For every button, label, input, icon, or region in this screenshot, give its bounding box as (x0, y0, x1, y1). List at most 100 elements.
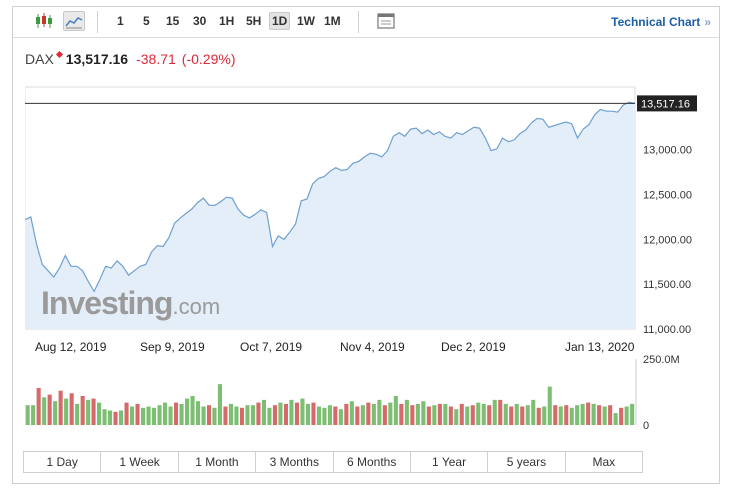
volume-bar (630, 403, 635, 425)
volume-bar (31, 405, 36, 425)
volume-bar (168, 406, 173, 425)
volume-bar (509, 406, 514, 425)
volume-bar (338, 409, 343, 425)
timeframe-1w[interactable]: 1W (297, 14, 315, 28)
volume-bar (382, 405, 387, 425)
volume-bar (217, 384, 222, 425)
volume-bar (344, 403, 349, 425)
last-price: 13,517.16 (65, 51, 129, 67)
volume-bar (135, 403, 140, 425)
watermark-brand: Investing (41, 285, 173, 321)
volume-bar (157, 405, 162, 425)
volume-bar (388, 402, 393, 425)
last-price-tag-label: 13,517.16 (641, 98, 690, 110)
timeframe-5[interactable]: 5 (143, 14, 150, 28)
range-1-year[interactable]: 1 Year (410, 452, 489, 472)
volume-bar (514, 403, 519, 425)
timeframe-5h[interactable]: 5H (246, 14, 262, 28)
range-1-month[interactable]: 1 Month (178, 452, 257, 472)
range-6-months[interactable]: 6 Months (333, 452, 411, 472)
volume-bar (360, 405, 365, 425)
area-chart-icon[interactable] (63, 11, 85, 31)
volume-bar (163, 402, 168, 425)
double-chevron-right-icon: » (704, 15, 711, 29)
range-3-months[interactable]: 3 Months (256, 452, 334, 472)
timeframe-30[interactable]: 30 (193, 14, 207, 28)
y-tick-label: 12,500.00 (643, 190, 692, 202)
volume-bar (97, 402, 102, 425)
price-change-percent: (-0.29%) (181, 51, 236, 67)
volume-bar (437, 403, 442, 425)
range-max[interactable]: Max (565, 452, 642, 472)
volume-bar (432, 405, 437, 425)
volume-bar (245, 405, 250, 425)
timeframe-1[interactable]: 1 (117, 14, 124, 28)
volume-bar (443, 403, 448, 425)
volume-bar (371, 403, 376, 425)
toolbar-separator (97, 11, 98, 33)
volume-bar (393, 396, 398, 425)
volume-tick-label: 0 (643, 420, 649, 432)
volume-bar (503, 403, 508, 425)
volume-bar (624, 406, 629, 425)
volume-bar (366, 402, 371, 425)
volume-bar (575, 405, 580, 425)
timeframe-1m[interactable]: 1M (324, 14, 341, 28)
timeframe-15[interactable]: 15 (166, 14, 180, 28)
volume-bar (558, 406, 563, 425)
volume-bar (520, 406, 525, 425)
volume-bar (267, 407, 272, 425)
volume-bar (569, 407, 574, 425)
volume-bar (542, 406, 547, 425)
price-line (25, 101, 636, 293)
volume-bar (377, 399, 382, 425)
volume-bar (58, 390, 63, 425)
volume-bar (465, 406, 470, 425)
timeframe-1h[interactable]: 1H (219, 14, 235, 28)
volume-bar (492, 399, 497, 425)
volume-bar (525, 405, 530, 425)
technical-chart-link[interactable]: Technical Chart» (611, 15, 711, 29)
last-price-tag (637, 95, 697, 112)
volume-bar (124, 402, 129, 425)
x-tick-label: Nov 4, 2019 (340, 340, 405, 354)
volume-bar (289, 399, 294, 425)
volume-bar (196, 401, 201, 425)
volume-bar (119, 410, 124, 425)
watermark-suffix: .com (172, 294, 221, 319)
settings-panel-icon[interactable] (375, 11, 397, 31)
volume-bar (481, 403, 486, 425)
volume-bar (322, 407, 327, 425)
volume-bar (207, 405, 212, 425)
chart-widget: 1 5 15 30 1H 5H 1D 1W 1M Technical Chart… (12, 6, 720, 484)
volume-bar (53, 401, 58, 425)
volume-bar (152, 407, 157, 425)
volume-bar (141, 407, 146, 425)
y-tick-label: 11,000.00 (643, 324, 691, 336)
volume-bar (256, 402, 261, 425)
range-1-week[interactable]: 1 Week (101, 452, 179, 472)
volume-bar (487, 405, 492, 425)
y-tick-label: 11,500.00 (643, 279, 691, 291)
volume-bar (586, 402, 591, 425)
volume-bar (179, 403, 184, 425)
x-tick-label: Aug 12, 2019 (35, 340, 107, 354)
range-1-day[interactable]: 1 Day (24, 452, 102, 472)
volume-bar (75, 403, 80, 425)
volume-bar (415, 403, 420, 425)
volume-bar (36, 388, 41, 425)
volume-bar (174, 402, 179, 425)
price-chart[interactable]: 13,517.16 13,000.00 12,500.00 12,000.00 11,5… (25, 77, 715, 437)
volume-bar (316, 406, 321, 425)
y-tick-label: 13,000.00 (643, 145, 692, 157)
quote-header: DAX 13,517.16 -38.71 (-0.29%) (25, 50, 241, 69)
price-area-fill (25, 102, 635, 329)
volume-bar (223, 406, 228, 425)
timeframe-1d[interactable]: 1D (269, 12, 291, 30)
volume-bar (91, 398, 96, 425)
volume-bar (47, 394, 52, 425)
volume-bar (448, 406, 453, 425)
range-5-years[interactable]: 5 years (488, 452, 566, 472)
candlestick-chart-icon[interactable] (33, 11, 55, 31)
toolbar-separator (358, 11, 359, 33)
